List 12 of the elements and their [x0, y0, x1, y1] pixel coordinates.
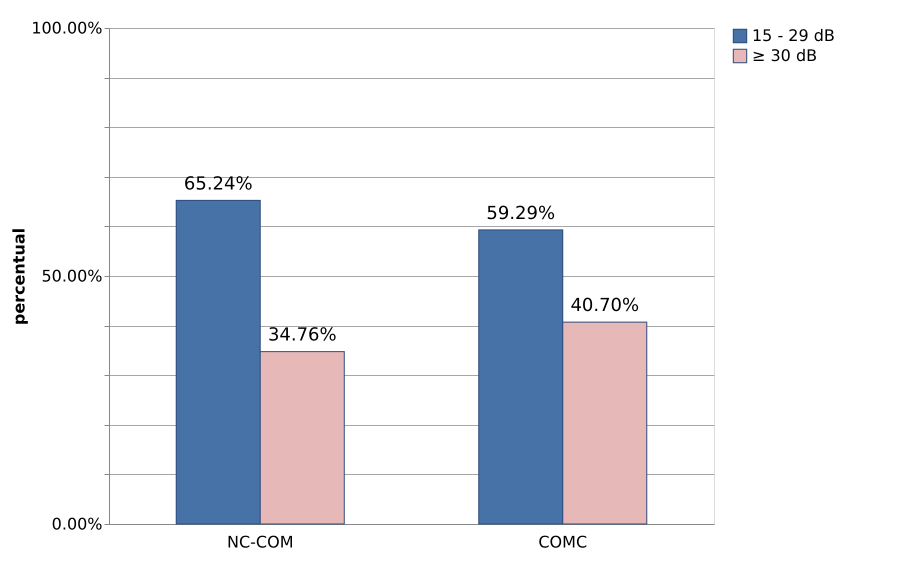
- data-label: 40.70%: [570, 295, 640, 316]
- x-tick-label: NC-COM: [227, 532, 294, 552]
- data-label: 34.76%: [268, 324, 337, 346]
- data-label: 59.29%: [486, 202, 556, 224]
- data-label: 65.24%: [184, 173, 253, 194]
- y-tick-label: 0.00%: [52, 514, 102, 534]
- y-tick-label: 100.00%: [31, 18, 102, 38]
- y-tick-label: 50.00%: [41, 266, 102, 286]
- y-axis-title: percentual: [9, 228, 28, 326]
- legend-label: 15 - 29 dB: [752, 26, 835, 45]
- legend-label: ≥ 30 dB: [752, 46, 818, 65]
- x-tick-label: COMC: [538, 532, 588, 552]
